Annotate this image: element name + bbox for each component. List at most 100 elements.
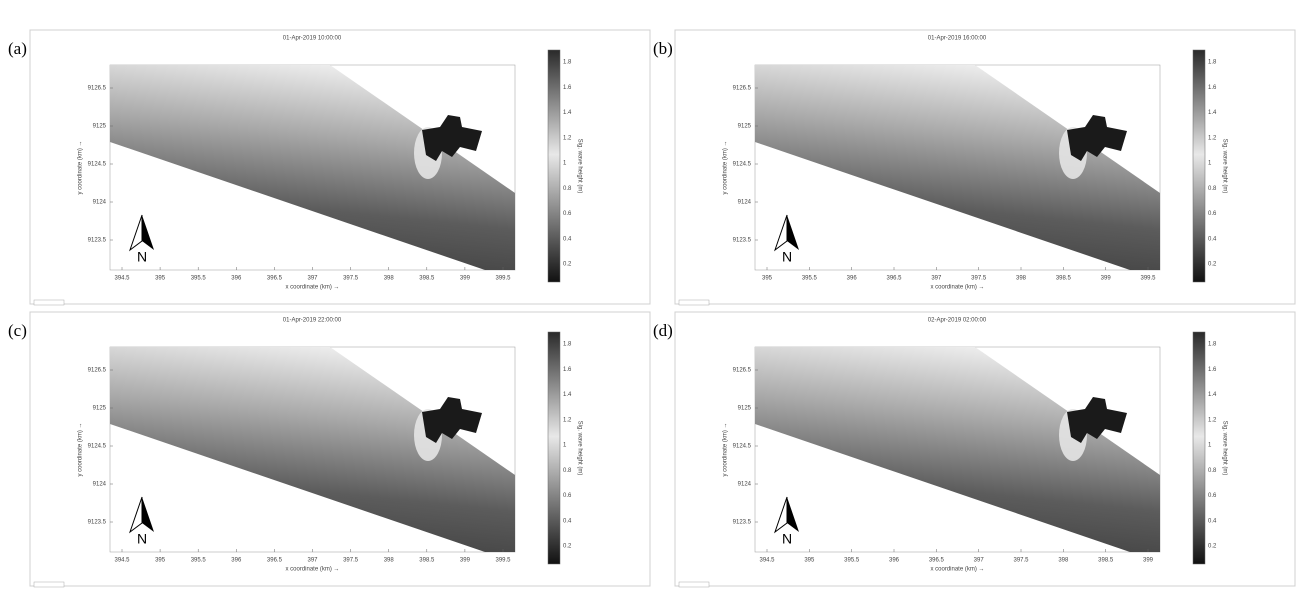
y-tick-label: 9125 (93, 124, 107, 130)
colorbar-tick-label: 1.6 (563, 367, 572, 373)
colorbar-tick-label: 1.6 (1208, 367, 1217, 373)
colorbar-tick-label: 0.8 (563, 186, 572, 192)
y-tick-label: 9123.5 (88, 238, 107, 244)
panel: (a) 01-Apr-2019 10:00:00 N 394.5 395 395.5 396… (8, 29, 651, 306)
colorbar-tick-label: 1 (563, 443, 567, 449)
colorbar-tick-label: 1.2 (1208, 417, 1217, 423)
panel-frame (29, 29, 651, 305)
y-tick-label: 9123.5 (88, 520, 107, 526)
colorbar-tick-label: 0.8 (1208, 468, 1217, 474)
north-label: N (782, 249, 792, 265)
colorbar-tick-label: 1.6 (1208, 85, 1217, 91)
x-tick-label: 397.5 (971, 276, 987, 282)
panel-label: (d) (653, 321, 673, 340)
north-label: N (137, 249, 147, 265)
colorbar-tick-label: 1.8 (563, 60, 572, 66)
colorbar-tick-label: 0.4 (1208, 518, 1217, 524)
x-tick-label: 398.5 (419, 558, 435, 564)
x-tick-label: 399 (1143, 558, 1154, 564)
x-axis-label: x coordinate (km) → (930, 285, 984, 291)
y-axis-label: y coordinate (km) → (78, 422, 84, 476)
y-tick-label: 9125 (93, 406, 107, 412)
x-tick-label: 397 (307, 276, 318, 282)
panel: (b) 01-Apr-2019 16:00:00 N 395 395.5 396 396.5… (653, 29, 1296, 306)
y-tick-label: 9124 (93, 200, 107, 206)
y-tick-label: 9124.5 (733, 444, 752, 450)
x-tick-label: 396 (847, 276, 858, 282)
colorbar-tick-label: 0.6 (563, 493, 572, 499)
sea-field (110, 347, 515, 552)
map: N (754, 64, 1161, 271)
panel-label: (a) (8, 39, 27, 58)
north-arrow-right (787, 215, 799, 250)
colorbar-tick-label: 1.4 (1208, 110, 1217, 116)
y-tick-label: 9124 (93, 482, 107, 488)
x-tick-label: 394.5 (114, 558, 130, 564)
x-tick-label: 397 (307, 558, 318, 564)
colorbar-tick-label: 1 (563, 161, 567, 167)
colorbar-tick-label: 0.4 (1208, 236, 1217, 242)
panel-frame (29, 311, 651, 587)
panel: (c) 01-Apr-2019 22:00:00 N 394.5 395 395.5 396… (8, 311, 651, 588)
scroll-control (678, 299, 710, 306)
colorbar-tick-label: 1.2 (563, 417, 572, 423)
colorbar-tick-label: 0.6 (1208, 211, 1217, 217)
x-tick-label: 395 (155, 276, 166, 282)
x-tick-label: 396.5 (886, 276, 902, 282)
scroll-control (33, 299, 65, 306)
x-tick-label: 394.5 (759, 558, 775, 564)
y-tick-label: 9124.5 (88, 444, 107, 450)
y-axis-label: y coordinate (km) → (78, 140, 84, 194)
map: N (109, 64, 516, 271)
map: N (109, 346, 516, 553)
x-tick-label: 398.5 (1098, 558, 1114, 564)
x-tick-label: 399 (460, 276, 471, 282)
colorbar-tick-label: 1.8 (1208, 60, 1217, 66)
x-tick-label: 394.5 (114, 276, 130, 282)
panel-frame (674, 29, 1296, 305)
colorbar-tick-label: 1.8 (563, 342, 572, 348)
colorbar-tick-label: 1.4 (1208, 392, 1217, 398)
x-tick-label: 399 (460, 558, 471, 564)
north-arrow-right (787, 497, 799, 532)
x-tick-label: 399.5 (495, 276, 511, 282)
x-tick-label: 395.5 (844, 558, 860, 564)
y-tick-label: 9126.5 (733, 86, 752, 92)
scroll-control (678, 581, 710, 588)
y-tick-label: 9124 (738, 200, 752, 206)
panel: (d) 02-Apr-2019 02:00:00 N 394.5 395 395.5 396… (653, 311, 1296, 588)
y-tick-label: 9126.5 (88, 368, 107, 374)
x-tick-label: 396.5 (267, 558, 283, 564)
x-tick-label: 398 (384, 558, 395, 564)
y-tick-label: 9124.5 (733, 162, 752, 168)
x-tick-label: 398 (1058, 558, 1069, 564)
x-tick-label: 396 (231, 558, 242, 564)
colorbar-tick-label: 1.4 (563, 110, 572, 116)
x-tick-label: 398.5 (1056, 276, 1072, 282)
north-label: N (782, 531, 792, 547)
x-tick-label: 395.5 (802, 276, 818, 282)
colorbar-tick-label: 1.2 (563, 135, 572, 141)
sea-field (110, 65, 515, 270)
y-tick-label: 9124.5 (88, 162, 107, 168)
panel-title: 01-Apr-2019 22:00:00 (283, 318, 342, 324)
y-axis-label: y coordinate (km) → (723, 140, 729, 194)
colorbar (547, 49, 561, 283)
structure (422, 115, 482, 161)
colorbar-tick-label: 1 (1208, 443, 1212, 449)
x-tick-label: 397.5 (343, 558, 359, 564)
x-tick-label: 397.5 (343, 276, 359, 282)
colorbar-tick-label: 0.2 (563, 262, 572, 268)
x-axis-label: x coordinate (km) → (285, 567, 339, 573)
x-tick-label: 398 (1016, 276, 1027, 282)
x-tick-label: 395 (762, 276, 773, 282)
structure (1067, 115, 1127, 161)
x-tick-label: 397 (974, 558, 985, 564)
x-tick-label: 399 (1101, 276, 1112, 282)
colorbar-tick-label: 1.2 (1208, 135, 1217, 141)
y-tick-label: 9123.5 (733, 238, 752, 244)
colorbar-label: Sig. wave height (m) (576, 139, 582, 194)
colorbar (1192, 49, 1206, 283)
x-tick-label: 395.5 (191, 276, 207, 282)
x-tick-label: 398.5 (419, 276, 435, 282)
